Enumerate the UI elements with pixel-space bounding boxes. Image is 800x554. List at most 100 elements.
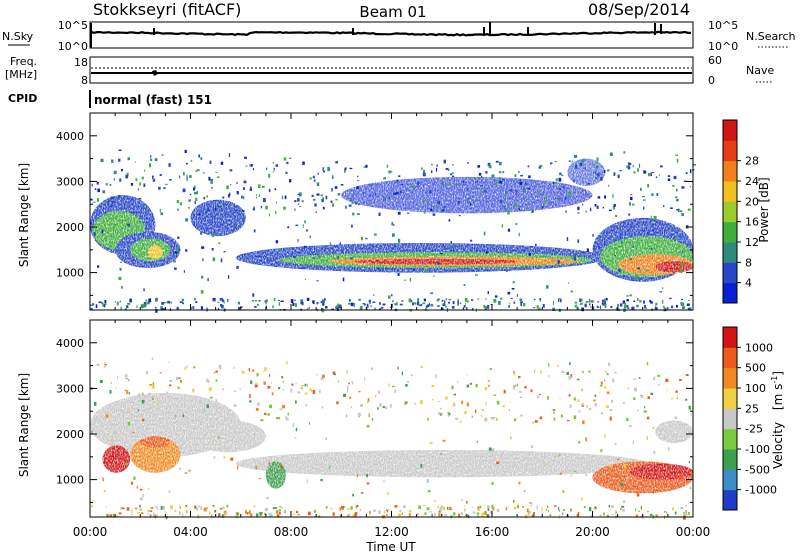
echo-speck [518, 207, 520, 211]
colorbar-swatch [723, 201, 737, 223]
echo-speck [558, 188, 561, 190]
echo-speck [604, 379, 606, 382]
echo-speck [619, 303, 623, 307]
echo-speck [646, 436, 648, 441]
echo-speck [488, 384, 490, 387]
echo-speck [558, 298, 560, 300]
echo-speck [242, 187, 245, 190]
echo-speck [313, 179, 316, 182]
echo-speck [377, 267, 380, 270]
echo-speck [665, 378, 669, 382]
echo-speck [241, 195, 243, 199]
echo-speck [612, 378, 615, 383]
echo-speck [237, 465, 239, 470]
echo-speck [573, 415, 577, 420]
echo-speck [209, 396, 213, 399]
echo-speck [267, 413, 270, 416]
echo-speck [329, 465, 331, 470]
echo-speck [176, 247, 179, 252]
echo-speck [254, 384, 258, 388]
echo-speck [173, 260, 176, 263]
echo-speck [574, 304, 577, 308]
echo-speck [302, 161, 305, 165]
echo-speck [179, 447, 183, 449]
echo-speck [435, 206, 439, 209]
echo-speck [487, 291, 489, 295]
station-title: Stokkseyri (fitACF) [93, 0, 241, 19]
echo-speck [125, 174, 128, 179]
echo-speck [276, 201, 277, 204]
echo-speck [586, 248, 589, 253]
echo-speck [531, 211, 534, 213]
echo-speck [282, 381, 285, 383]
echo-speck [363, 303, 366, 306]
echo-speck [448, 413, 451, 416]
echo-speck [169, 384, 172, 387]
echo-speck [248, 511, 251, 514]
echo-speck [113, 430, 116, 435]
echo-speck [152, 382, 154, 386]
echo-speck [250, 380, 253, 385]
cpid-label: CPID [8, 92, 37, 105]
echo-speck [327, 166, 330, 171]
echo-speck [351, 224, 353, 228]
echo-speck [610, 399, 614, 403]
echo-speck [124, 308, 127, 310]
echo-speck [636, 493, 640, 497]
echo-speck [689, 475, 692, 477]
colorbar-tick-label: 28 [745, 155, 759, 168]
echo-speck [588, 298, 591, 303]
echo-speck [520, 178, 522, 182]
echo-speck [207, 208, 210, 212]
colorbar-tick-label: 4 [745, 277, 752, 290]
echo-speck [399, 509, 402, 513]
echo-speck [265, 300, 267, 305]
echo-speck [452, 512, 456, 516]
echo-speck [623, 151, 626, 154]
echo-speck [508, 302, 511, 304]
power-echoes [90, 158, 693, 282]
freq-glitch [152, 70, 158, 76]
echo-speck [568, 376, 572, 380]
echo-speck [522, 303, 526, 307]
echo-speck [336, 305, 339, 309]
echo-speck [638, 510, 641, 512]
echo-speck [384, 406, 388, 410]
echo-speck [177, 386, 180, 389]
echo-speck [412, 302, 414, 306]
echo-speck [126, 390, 129, 394]
echo-speck [408, 510, 412, 513]
echo-speck [541, 206, 544, 209]
echo-speck [544, 200, 547, 205]
echo-speck [277, 299, 280, 302]
echo-speck [118, 512, 122, 515]
echo-speck [125, 378, 129, 380]
echo-speck [600, 381, 603, 385]
echo-speck [144, 169, 146, 172]
echo-speck [553, 181, 555, 185]
echo-speck [330, 200, 333, 203]
echo-speck [557, 260, 560, 264]
echo-speck [91, 430, 93, 435]
echo-speck [568, 160, 571, 162]
echo-speck [193, 366, 196, 369]
echo-speck [487, 505, 490, 509]
echo-speck [188, 469, 191, 472]
echo-speck [258, 194, 260, 197]
echo-speck [230, 184, 232, 186]
echo-speck [689, 186, 691, 188]
echo-speck [520, 174, 523, 177]
echo-speck [352, 493, 354, 497]
echo-speck [632, 165, 634, 167]
echo-speck [286, 418, 289, 421]
echo-speck [220, 258, 223, 263]
echo-speck [117, 375, 119, 380]
echo-speck [422, 200, 425, 203]
echo-speck [518, 171, 520, 173]
echo-speck [602, 303, 605, 306]
echo-speck [506, 269, 508, 272]
echo-speck [680, 507, 683, 509]
echo-speck [574, 253, 576, 258]
